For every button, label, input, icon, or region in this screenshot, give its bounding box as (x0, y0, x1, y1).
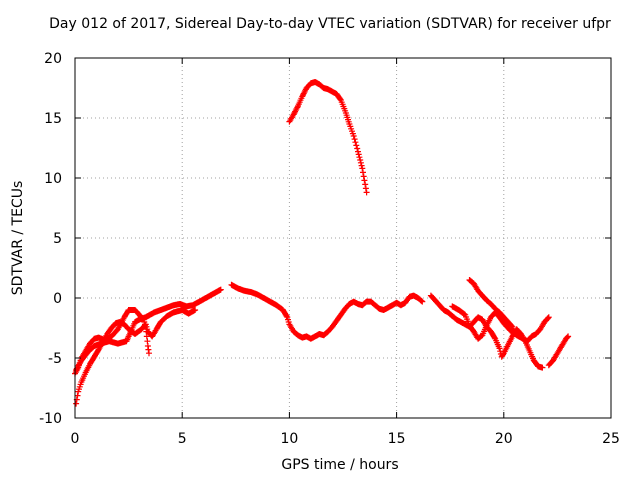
x-tick-label: 10 (280, 431, 298, 447)
series-markers (286, 79, 370, 196)
series-satellite-b (73, 307, 199, 407)
grid-lines (75, 58, 611, 418)
series-markers (449, 303, 552, 345)
series-satellite-h (466, 277, 518, 336)
y-tick-label: -10 (39, 411, 62, 427)
x-tick-label: 20 (495, 431, 513, 447)
y-axis-label: SDTVAR / TECUs (10, 180, 26, 296)
series-markers (73, 307, 199, 407)
x-axis-label: GPS time / hours (281, 457, 399, 473)
series-markers (466, 277, 518, 336)
y-tick-label: 0 (53, 291, 62, 307)
series-satellite-i (545, 333, 572, 369)
axis-ticks: 0 5 10 15 20 25 -10 -5 0 5 10 15 20 (39, 51, 620, 447)
y-tick-label: 20 (44, 51, 62, 67)
y-tick-label: 5 (53, 231, 62, 247)
y-tick-label: -5 (48, 351, 62, 367)
series-satellite-e (286, 79, 370, 196)
x-tick-label: 5 (178, 431, 187, 447)
data-series (72, 79, 572, 407)
series-satellite-d (228, 281, 426, 342)
x-tick-label: 0 (71, 431, 80, 447)
series-satellite-g (449, 303, 552, 345)
x-tick-label: 15 (388, 431, 406, 447)
x-tick-label: 25 (602, 431, 620, 447)
series-markers (228, 281, 426, 342)
y-tick-label: 10 (44, 171, 62, 187)
chart-title: Day 012 of 2017, Sidereal Day-to-day VTE… (49, 16, 611, 32)
series-markers (545, 333, 572, 369)
y-tick-label: 15 (44, 111, 62, 127)
